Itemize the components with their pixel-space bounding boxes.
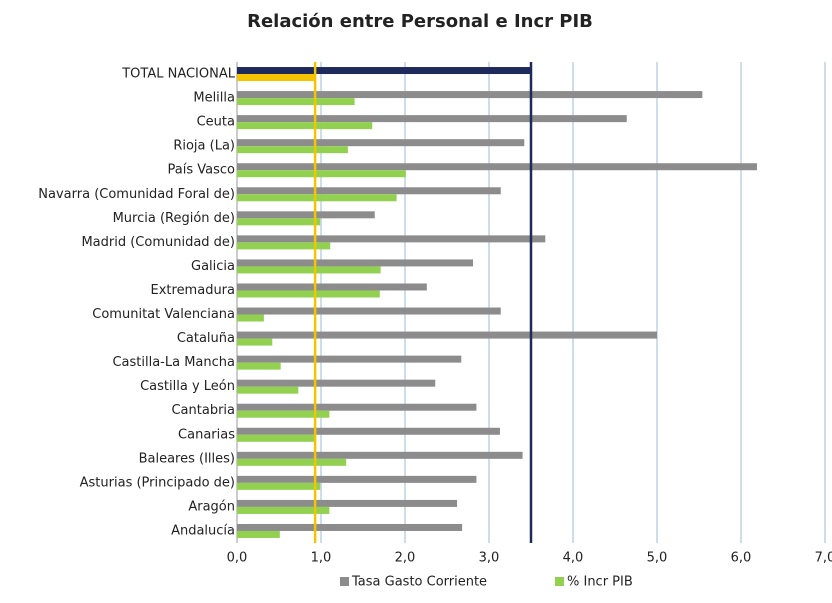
y-tick-label: Madrid (Comunidad de) (81, 235, 235, 250)
x-tick-label: 2,0 (395, 551, 416, 566)
y-tick-label: Cantabria (171, 403, 235, 418)
bar (237, 362, 281, 370)
y-tick-label: Comunitat Valenciana (92, 307, 235, 322)
bar (237, 67, 531, 75)
y-tick-label: Extremadura (151, 283, 236, 298)
x-tick-label: 4,0 (563, 551, 584, 566)
y-tick-label: TOTAL NACIONAL (121, 67, 236, 82)
legend-swatch (555, 577, 564, 586)
legend-label: Tasa Gasto Corriente (351, 575, 487, 590)
bar (237, 115, 627, 123)
bar (237, 242, 331, 250)
legend-label: % Incr PIB (567, 575, 633, 590)
y-tick-label: Asturias (Principado de) (80, 475, 235, 490)
bar (237, 307, 501, 315)
bar (237, 98, 355, 106)
y-tick-label: Canarias (178, 427, 235, 442)
bar (237, 458, 347, 466)
x-tick-label: 3,0 (479, 551, 500, 566)
bar (237, 122, 373, 130)
bar (237, 290, 380, 298)
x-tick-label: 6,0 (731, 551, 752, 566)
bar (237, 427, 500, 435)
bar (237, 410, 330, 418)
y-tick-label: Andalucía (171, 523, 235, 538)
bar (237, 475, 477, 483)
y-tick-label: Aragón (188, 499, 235, 514)
y-tick-label: Rioja (La) (173, 139, 235, 154)
bar (237, 434, 315, 442)
bar (237, 91, 703, 99)
bar (237, 499, 458, 507)
legend-swatch (340, 577, 349, 586)
y-tick-label: Murcia (Región de) (113, 211, 235, 226)
bar (237, 379, 436, 387)
bar (237, 235, 546, 243)
bar (237, 355, 462, 363)
y-tick-label: País Vasco (168, 163, 236, 178)
y-tick-label: Navarra (Comunidad Foral de) (38, 187, 235, 202)
bar (237, 482, 321, 490)
bar (237, 451, 523, 459)
y-tick-label: Baleares (Illes) (139, 451, 235, 466)
bar (237, 283, 427, 291)
bar (237, 403, 477, 411)
bar (237, 523, 463, 531)
bar (237, 259, 474, 267)
chart-title: Relación entre Personal e Incr PIB (247, 11, 593, 32)
y-tick-label: Melilla (193, 91, 235, 106)
y-tick-label: Cataluña (177, 331, 235, 346)
bar (237, 211, 375, 219)
y-tick-label: Ceuta (197, 115, 235, 130)
bar (237, 314, 264, 322)
x-tick-label: 0,0 (227, 551, 248, 566)
bar (237, 266, 381, 274)
y-tick-label: Galicia (191, 259, 235, 274)
bar (237, 194, 397, 202)
bar (237, 187, 501, 195)
x-tick-label: 5,0 (647, 551, 668, 566)
bar (237, 139, 525, 147)
bar (237, 74, 316, 82)
y-tick-label: Castilla-La Mancha (112, 355, 235, 370)
bar (237, 338, 273, 346)
bar (237, 218, 321, 226)
bar (237, 170, 406, 178)
bar (237, 386, 299, 394)
bar (237, 163, 757, 171)
bar (237, 530, 280, 538)
bar (237, 331, 657, 339)
x-tick-label: 1,0 (311, 551, 332, 566)
x-tick-label: 7,0 (815, 551, 832, 566)
bar (237, 506, 330, 514)
y-tick-label: Castilla y León (140, 379, 235, 394)
bar (237, 146, 348, 154)
